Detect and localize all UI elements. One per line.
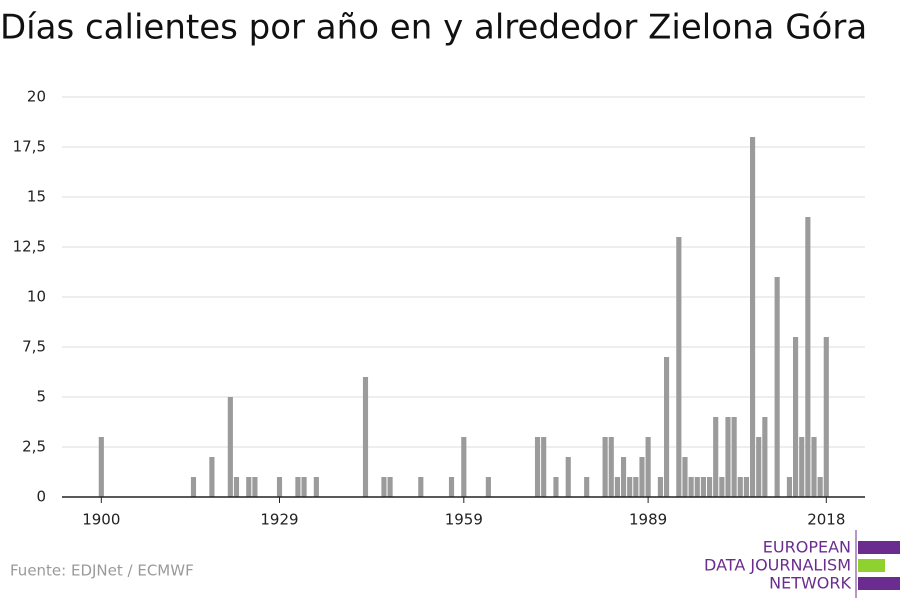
y-tick-label: 17,5 — [13, 138, 46, 156]
bar — [805, 217, 811, 497]
bar — [639, 457, 645, 497]
bar — [381, 477, 387, 497]
bar — [786, 477, 793, 497]
y-tick-label: 5 — [36, 388, 46, 406]
y-tick-label: 20 — [27, 88, 46, 106]
bar — [584, 477, 590, 497]
bar — [762, 417, 768, 497]
y-tick-label: 10 — [27, 288, 46, 306]
bar — [448, 477, 455, 497]
y-tick-label: 7,5 — [22, 338, 46, 356]
logo-bar — [858, 577, 900, 590]
bar — [645, 437, 651, 497]
bar — [362, 377, 369, 497]
bar — [295, 477, 301, 497]
bar — [633, 477, 639, 497]
bar — [725, 417, 731, 497]
bar — [418, 477, 424, 497]
bar — [817, 477, 823, 497]
bar — [209, 457, 215, 497]
chart-title: Días calientes por año en y alrededor Zi… — [0, 8, 867, 48]
x-tick-label: 1900 — [82, 511, 120, 529]
bar — [657, 477, 663, 497]
bar — [706, 477, 713, 497]
bar — [793, 337, 799, 497]
bar — [553, 477, 559, 497]
bar — [663, 357, 670, 497]
bar — [252, 477, 258, 497]
logo-bar — [858, 541, 900, 554]
logo-bar — [858, 559, 885, 572]
bar — [731, 417, 737, 497]
bar — [713, 417, 719, 497]
bar — [541, 437, 547, 497]
bar — [461, 437, 467, 497]
bar — [534, 437, 541, 497]
bar — [98, 437, 104, 497]
logo-text: DATA JOURNALISM — [704, 556, 851, 575]
bar — [620, 457, 627, 497]
bar — [694, 477, 700, 497]
bar — [246, 477, 252, 497]
bar — [227, 397, 233, 497]
source: Fuente: EDJNet / ECMWF — [10, 562, 194, 580]
bar — [719, 477, 725, 497]
bar — [749, 137, 756, 497]
bar — [700, 477, 706, 497]
bar — [301, 477, 307, 497]
bar — [743, 477, 749, 497]
logo-text: EUROPEAN — [763, 538, 851, 557]
bar — [811, 437, 817, 497]
bar — [823, 337, 829, 497]
bar — [799, 437, 805, 497]
bar — [737, 477, 743, 497]
bar — [387, 477, 393, 497]
bar — [565, 457, 571, 497]
bar — [676, 237, 682, 497]
bar — [682, 457, 688, 497]
bar — [627, 477, 633, 497]
bar — [608, 437, 614, 497]
y-tick-label: 12,5 — [13, 238, 46, 256]
bar — [313, 477, 319, 497]
x-tick-label: 1959 — [445, 511, 483, 529]
bar — [774, 277, 780, 497]
bar — [276, 477, 283, 497]
y-tick-label: 15 — [27, 188, 46, 206]
logo-text: NETWORK — [769, 574, 851, 593]
y-tick-label: 2,5 — [22, 438, 46, 456]
bar — [485, 477, 491, 497]
x-tick-label: 1989 — [629, 511, 667, 529]
bar — [602, 437, 608, 497]
bar — [756, 437, 762, 497]
bar — [233, 477, 240, 497]
x-tick-label: 2018 — [807, 511, 845, 529]
bar — [614, 477, 620, 497]
y-tick-label: 0 — [36, 488, 46, 506]
bar — [190, 477, 197, 497]
bar — [688, 477, 694, 497]
x-tick-label: 1929 — [260, 511, 298, 529]
